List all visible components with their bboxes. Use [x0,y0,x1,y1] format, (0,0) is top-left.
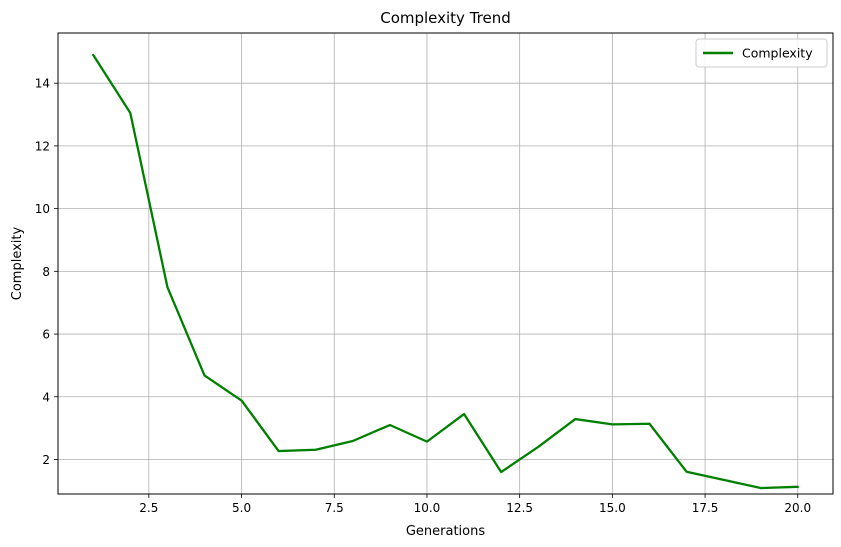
grid [58,33,833,494]
legend: Complexity [695,38,828,68]
x-tick-label: 2.5 [139,501,158,515]
y-tick-label: 4 [42,390,50,404]
y-tick-label: 12 [35,139,50,153]
series-line-complexity [92,53,799,490]
y-tick-label: 14 [35,77,50,91]
y-tick-label: 8 [42,265,50,279]
y-tick-label: 2 [42,453,50,467]
series-lines [92,53,799,490]
legend-box [695,38,828,68]
x-tick-label: 20.0 [784,501,811,515]
plot-area-frame [57,32,834,495]
x-tick-label: 7.5 [325,501,344,515]
x-axis-label: Generations [406,524,486,539]
x-tick-label: 17.5 [692,501,719,515]
y-tick-label: 6 [42,328,50,342]
x-tick-label: 5.0 [232,501,251,515]
x-tick-label: 15.0 [599,501,626,515]
x-tick-label: 12.5 [506,501,533,515]
y-axis-label: Complexity [10,226,25,300]
y-tick-label: 10 [35,202,50,216]
x-tick-label: 10.0 [414,501,441,515]
chart-title: Complexity Trend [380,9,511,27]
x-axis-ticks: 2.5 5.0 7.5 10.0 12.5 15.0 17.5 20.0 [139,494,811,515]
legend-entry-complexity: Complexity [742,46,813,61]
y-axis-ticks: 2 4 6 8 10 12 14 [35,77,58,467]
